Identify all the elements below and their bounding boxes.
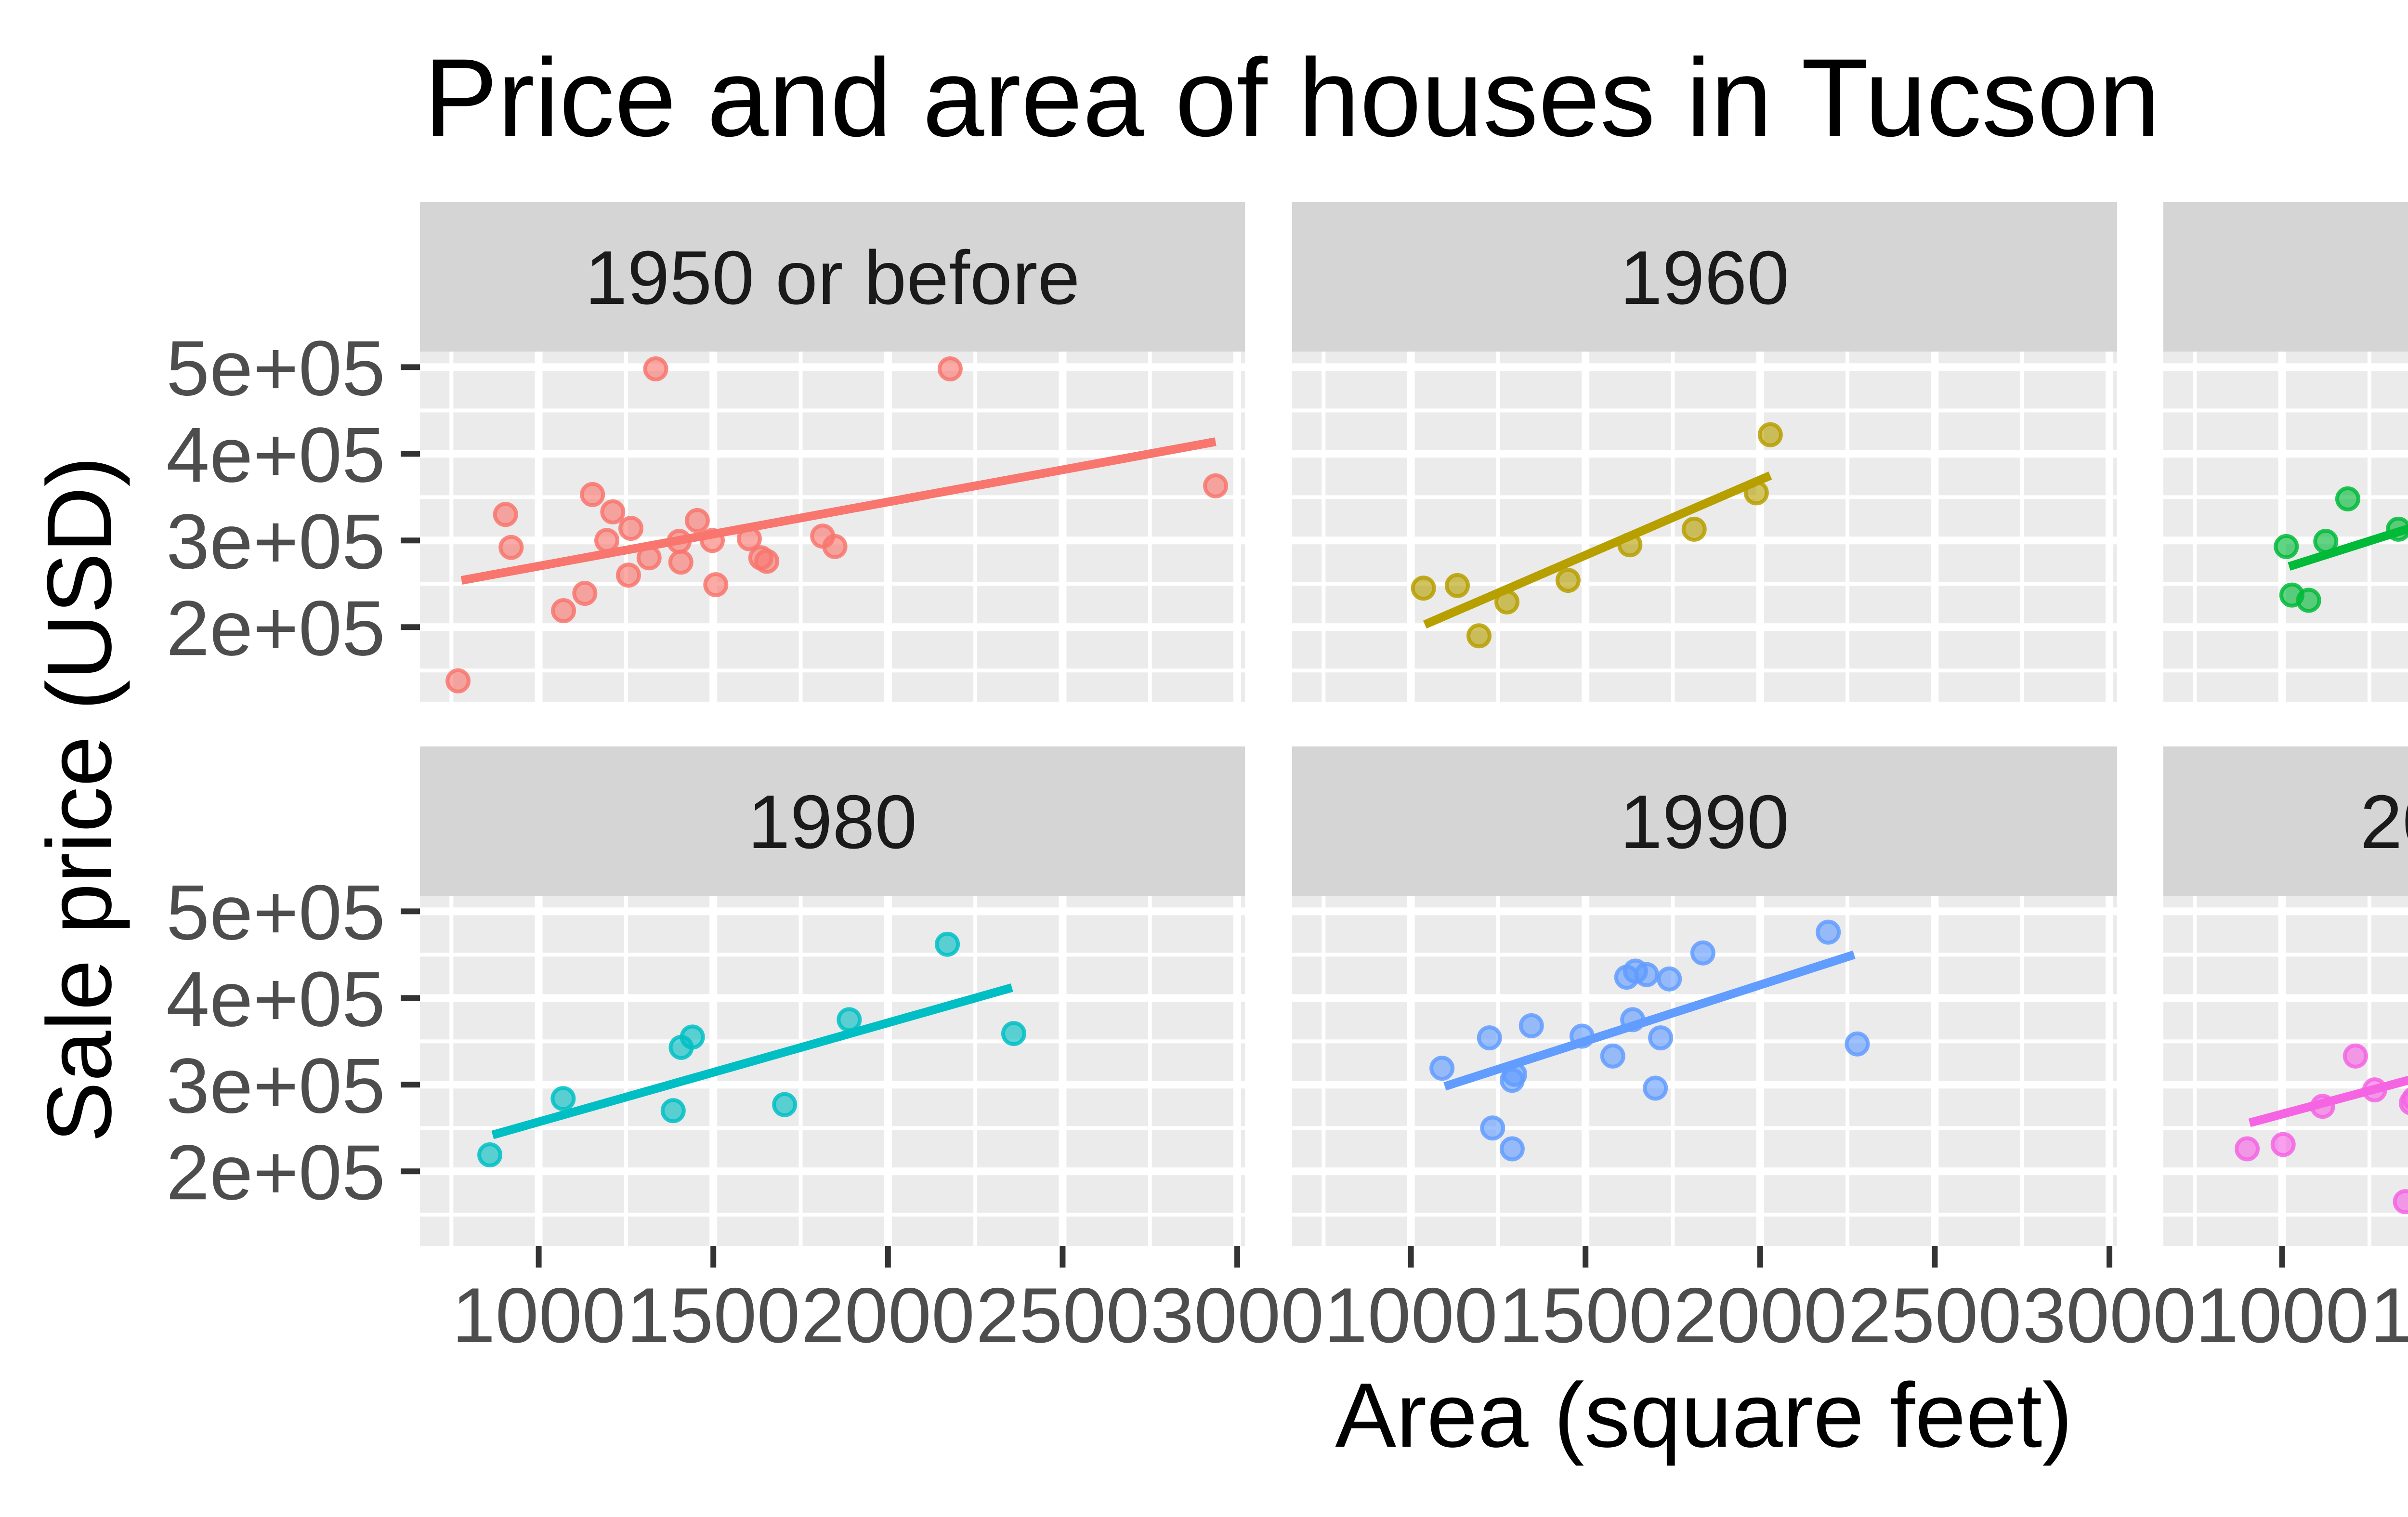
facet-strip-label-1990: 1990: [1620, 780, 1790, 864]
trend-line-1970: [2288, 524, 2408, 571]
y-tick-label: 3e+05: [166, 498, 385, 585]
x-tick-label: 2500: [1848, 1272, 2021, 1359]
facet-strip-2000-or-after: [2163, 746, 2408, 896]
data-point: [684, 508, 710, 533]
x-tick-label: 1000: [2195, 1272, 2369, 1359]
data-point: [498, 535, 524, 560]
data-point: [1555, 568, 1581, 593]
facet-strip-label-2000-or-after: 2000 or after: [2360, 780, 2408, 864]
data-point: [1429, 1056, 1455, 1081]
data-point: [580, 482, 605, 507]
facet-panel-1950-or-before: [420, 352, 1245, 702]
facet-strip-label-1980: 1980: [748, 780, 917, 864]
facet-strip-label-1960: 1960: [1620, 235, 1790, 320]
trend-line-1960: [1423, 471, 1772, 629]
facet-strip-label-1950-or-before: 1950 or before: [585, 235, 1080, 320]
data-point: [1480, 1115, 1505, 1141]
facet-strip-1990: [1292, 746, 2117, 896]
y-tick-label: 4e+05: [166, 955, 385, 1043]
data-point: [754, 549, 780, 574]
data-point: [680, 1024, 705, 1050]
x-tick-label: 2000: [801, 1272, 975, 1359]
trend-line-2000-or-after: [2248, 1075, 2408, 1127]
x-tick-label: 3000: [1151, 1272, 1324, 1359]
data-point: [772, 1092, 798, 1117]
data-point: [1466, 623, 1492, 649]
x-tick-label: 1500: [2370, 1272, 2408, 1359]
data-point: [1203, 473, 1229, 498]
data-point: [2335, 486, 2360, 511]
y-tick-label: 2e+05: [166, 585, 385, 672]
data-point: [1634, 962, 1660, 987]
data-point: [822, 534, 848, 559]
data-point: [668, 549, 694, 575]
data-point: [551, 598, 576, 624]
data-point: [477, 1142, 503, 1168]
x-tick-label: 1500: [627, 1272, 800, 1359]
facet-strip-1960: [1292, 202, 2117, 352]
data-point: [1816, 919, 1841, 945]
y-tick-label: 5e+05: [166, 869, 385, 956]
data-point: [572, 581, 598, 606]
x-axis-title: Area (square feet): [1335, 1364, 2073, 1466]
data-point: [445, 668, 471, 693]
x-tick-label: 1500: [1499, 1272, 1672, 1359]
data-point: [935, 931, 960, 957]
facet-panel-1980: [420, 896, 1245, 1246]
data-point: [1845, 1031, 1870, 1057]
data-point: [615, 562, 641, 588]
x-tick-label: 1000: [1324, 1272, 1497, 1359]
data-point: [493, 502, 518, 527]
data-point: [2296, 588, 2321, 613]
data-point: [1445, 573, 1470, 598]
y-tick-label: 5e+05: [166, 325, 385, 412]
data-point: [1518, 1013, 1544, 1038]
y-tick-label: 2e+05: [166, 1129, 385, 1216]
x-tick-label: 1000: [452, 1272, 625, 1359]
data-point: [1657, 966, 1682, 992]
data-point: [550, 1086, 576, 1112]
data-point: [2343, 1043, 2368, 1069]
data-point: [660, 1098, 686, 1124]
data-point: [2274, 534, 2299, 559]
data-point: [937, 356, 963, 381]
data-point: [2270, 1132, 2296, 1157]
plot-title: Price and area of houses in Tucson: [424, 36, 2160, 159]
data-point: [1477, 1025, 1502, 1051]
y-tick-label: 3e+05: [166, 1042, 385, 1129]
data-point: [1690, 940, 1715, 966]
x-tick-label: 3000: [2023, 1272, 2196, 1359]
facet-strip-1950-or-before: [420, 202, 1245, 352]
facet-strip-1970: [2163, 202, 2408, 352]
data-point: [2235, 1136, 2260, 1162]
y-tick-label: 4e+05: [166, 411, 385, 498]
data-point: [1648, 1025, 1674, 1051]
trend-line-1980: [491, 983, 1013, 1139]
x-tick-label: 2000: [1674, 1272, 1847, 1359]
data-point: [703, 572, 729, 598]
data-point: [1757, 422, 1783, 447]
data-point: [1681, 516, 1707, 542]
x-tick-label: 2500: [976, 1272, 1149, 1359]
data-point: [600, 499, 626, 524]
trend-line-1950-or-before: [460, 437, 1217, 585]
data-point: [2393, 1189, 2408, 1215]
data-point: [1499, 1136, 1525, 1162]
trend-line-1990: [1443, 950, 1856, 1091]
data-point: [1001, 1021, 1026, 1046]
data-point: [643, 356, 668, 381]
facet-strip-1980: [420, 746, 1245, 896]
data-point: [837, 1007, 862, 1033]
data-point: [618, 516, 644, 541]
data-point: [1600, 1043, 1625, 1069]
data-point: [1643, 1075, 1668, 1101]
data-point: [2401, 1087, 2408, 1110]
data-point: [1411, 575, 1436, 601]
